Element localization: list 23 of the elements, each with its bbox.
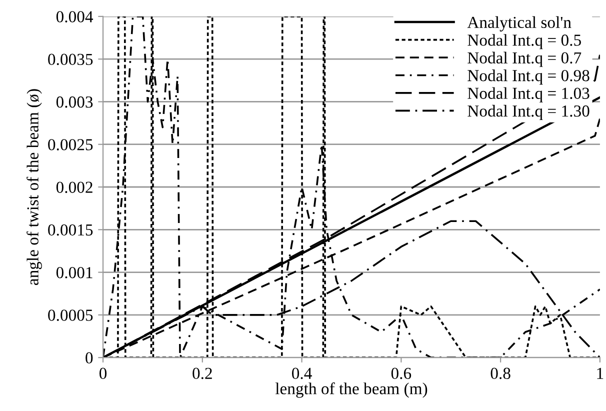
- x-axis-title: length of the beam (m): [275, 382, 428, 398]
- y-tick-label: 0.0015: [48, 224, 93, 236]
- legend-label: Nodal Int.q = 0.98: [468, 70, 590, 85]
- y-tick-label: 0.0005: [48, 310, 93, 321]
- legend-label: Analytical sol'n: [467, 16, 572, 32]
- x-tick-label: 0: [99, 368, 107, 380]
- y-axis-title: angle of twist of the beam (ø): [26, 89, 42, 285]
- legend-label: Nodal Int.q = 1.03: [468, 87, 590, 102]
- x-tick-label: 0.4: [292, 368, 312, 380]
- y-tick-label: 0.0025: [48, 139, 93, 150]
- x-tick-label: 0.8: [490, 368, 510, 380]
- legend-label: Nodal Int.q = 0.5: [468, 34, 581, 50]
- x-tick-label: 0.2: [192, 368, 212, 380]
- legend-label: Nodal Int.q = 1.30: [468, 104, 590, 120]
- x-tick-label: 0.6: [391, 368, 412, 380]
- legend-label: Nodal Int.q = 0.7: [468, 52, 582, 67]
- y-tick-label: 0.004: [56, 11, 94, 22]
- y-tick-label: 0.001: [56, 266, 92, 278]
- y-tick-label: 0.0035: [48, 54, 93, 66]
- y-tick-label: 0: [86, 352, 93, 364]
- y-tick-label: 0.002: [56, 182, 92, 194]
- y-tick-label: 0.003: [56, 96, 93, 108]
- x-tick-label: 1: [597, 368, 604, 379]
